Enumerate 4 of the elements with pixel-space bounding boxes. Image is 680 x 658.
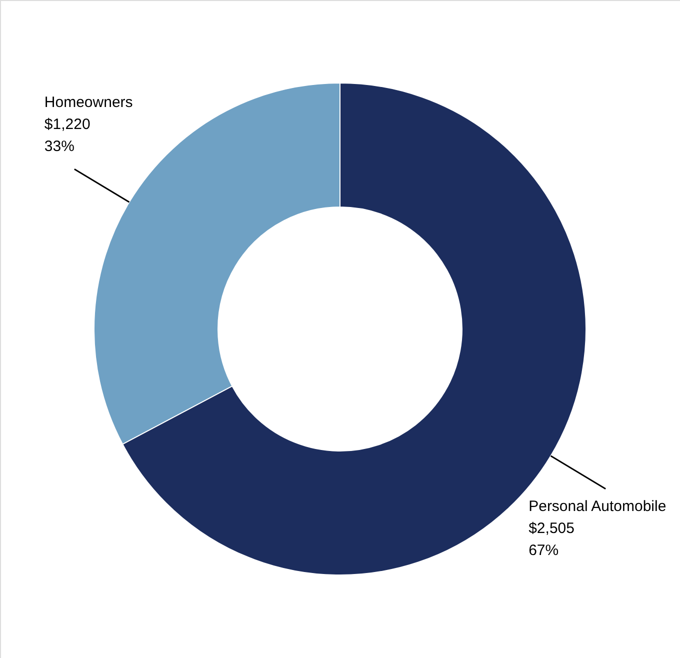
slice-label: Homeowners [44, 94, 133, 112]
data-label: $1,220 33% [44, 116, 90, 156]
slice-label: Personal Automobile [528, 498, 666, 515]
data-label: $2,505 67% [528, 520, 574, 559]
